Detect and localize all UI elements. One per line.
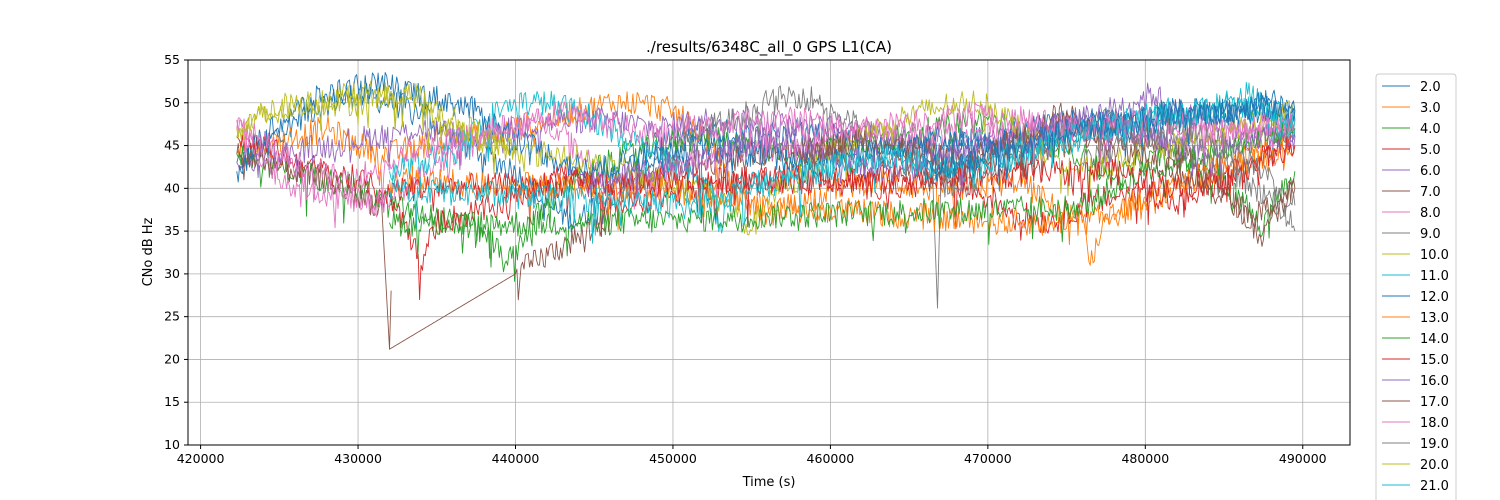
legend-entry: 4.0 [1420,122,1441,137]
x-tick-label: 420000 [177,451,225,466]
y-tick-label: 40 [164,180,180,195]
legend-entry: 16.0 [1420,374,1449,389]
legend-entry: 15.0 [1420,353,1449,368]
y-tick-label: 30 [164,266,180,281]
legend-entry: 21.0 [1420,479,1449,494]
legend-entry: 6.0 [1420,164,1441,179]
x-tick-label: 470000 [964,451,1012,466]
y-tick-label: 55 [164,52,180,67]
legend-entry: 20.0 [1420,458,1449,473]
plot-frame [187,59,1351,446]
legend-entry: 5.0 [1420,143,1441,158]
series-line-15-0 [389,136,1296,228]
y-tick-label: 10 [164,437,180,452]
legend-entry: 19.0 [1420,437,1449,452]
legend-entry: 11.0 [1420,269,1449,284]
y-tick-label: 35 [164,223,180,238]
x-tick-label: 480000 [1121,451,1169,466]
y-tick-label: 15 [164,394,180,409]
series-line-6-0 [236,82,1296,186]
grid-lines [188,59,1350,446]
y-axis-label: CNo dB Hz [141,217,156,286]
series-line-19-0 [1081,116,1296,217]
legend-entry: 12.0 [1420,290,1449,305]
chart-title: ./results/6348C_all_0 GPS L1(CA) [646,38,892,57]
legend-entry: 14.0 [1420,332,1449,347]
y-axis: 10 15 20 25 30 35 40 45 50 55 [164,52,188,452]
series-line-22-0 [924,92,1296,192]
legend-entry: 18.0 [1420,416,1449,431]
series-line-14-0 [389,117,1296,260]
x-tick-label: 440000 [492,451,540,466]
legend-entry: 10.0 [1420,248,1449,263]
x-axis: 420000 430000 440000 450000 460000 470000 4800… [177,445,1327,466]
legend-entry: 9.0 [1420,227,1441,242]
y-tick-label: 20 [164,351,180,366]
series-line-21-0 [389,81,1296,244]
legend-frame [1375,73,1457,500]
series-line-9-0 [609,85,1296,309]
x-axis-label: Time (s) [742,475,796,490]
legend-entry: 7.0 [1420,185,1441,200]
series-line-13-0 [389,136,1296,266]
plot-area [236,72,1296,350]
series-line-20-0 [236,80,516,161]
x-tick-label: 460000 [807,451,855,466]
legend-entry: 2.0 [1420,80,1441,95]
y-tick-label: 50 [164,95,180,110]
legend: 2.0 3.0 4.0 5.0 6.0 7.0 8.0 9.0 10.0 11.0 12.0 13.0… [1375,73,1457,500]
x-tick-label: 490000 [1279,451,1327,466]
series-line-17-0 [798,102,1296,247]
x-tick-label: 430000 [334,451,382,466]
series-line-3-0 [236,91,1296,245]
legend-entry: 17.0 [1420,395,1449,410]
legend-entry: 3.0 [1420,101,1441,116]
x-tick-label: 450000 [649,451,697,466]
legend-entry: 8.0 [1420,206,1441,221]
y-tick-label: 45 [164,138,180,153]
legend-entry: 13.0 [1420,311,1449,326]
y-tick-label: 25 [164,309,180,324]
